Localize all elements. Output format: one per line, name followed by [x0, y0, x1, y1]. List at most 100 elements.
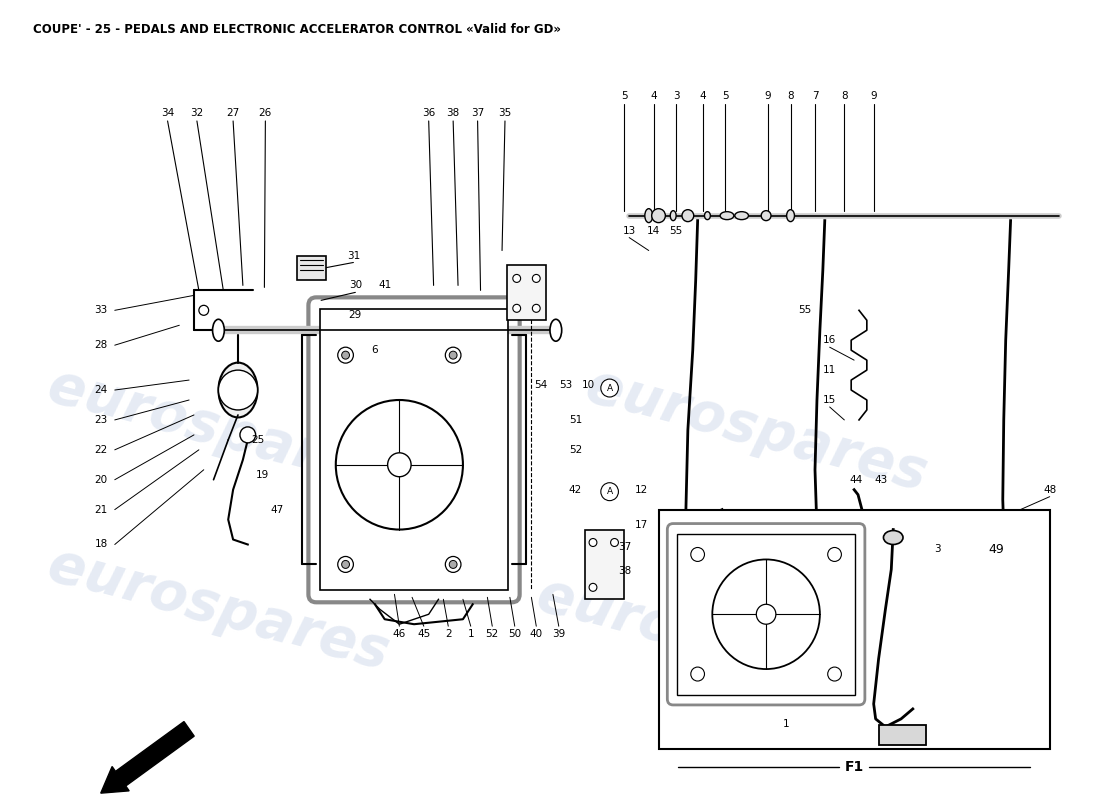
- Ellipse shape: [830, 605, 884, 630]
- Text: eurospares: eurospares: [42, 538, 395, 681]
- Bar: [585, 530, 625, 599]
- Text: 11: 11: [823, 365, 836, 375]
- Bar: [320, 310, 508, 590]
- Text: 22: 22: [95, 445, 108, 455]
- Text: 24: 24: [95, 385, 108, 395]
- Text: 6: 6: [372, 345, 378, 355]
- Ellipse shape: [786, 210, 794, 222]
- Text: 46: 46: [393, 629, 406, 639]
- Text: 52: 52: [569, 445, 582, 455]
- Circle shape: [827, 667, 842, 681]
- Text: 40: 40: [530, 629, 542, 639]
- Text: 28: 28: [95, 340, 108, 350]
- Text: 54: 54: [535, 380, 548, 390]
- Text: 37: 37: [471, 108, 484, 118]
- Text: 27: 27: [227, 108, 240, 118]
- Circle shape: [449, 561, 458, 569]
- Circle shape: [336, 400, 463, 530]
- Text: 10: 10: [582, 380, 595, 390]
- Text: eurospares: eurospares: [580, 358, 933, 502]
- Text: 35: 35: [498, 108, 512, 118]
- Ellipse shape: [219, 362, 257, 418]
- Text: 20: 20: [95, 474, 108, 485]
- Text: A: A: [606, 383, 613, 393]
- Text: 39: 39: [552, 629, 565, 639]
- Circle shape: [219, 370, 257, 410]
- Text: 49: 49: [988, 543, 1004, 556]
- Text: 33: 33: [95, 306, 108, 315]
- Text: 8: 8: [842, 91, 848, 101]
- Text: 21: 21: [95, 505, 108, 514]
- Text: 34: 34: [161, 108, 174, 118]
- Text: 2: 2: [444, 629, 452, 639]
- Circle shape: [338, 557, 353, 572]
- Text: 26: 26: [258, 108, 272, 118]
- Text: 32: 32: [190, 108, 204, 118]
- Circle shape: [449, 351, 458, 359]
- Text: 5: 5: [621, 91, 628, 101]
- Ellipse shape: [682, 210, 694, 222]
- Text: 42: 42: [569, 485, 582, 494]
- Circle shape: [691, 547, 704, 562]
- FancyArrow shape: [101, 722, 195, 793]
- Text: 45: 45: [417, 629, 430, 639]
- Bar: [297, 255, 326, 281]
- Text: A: A: [606, 487, 613, 496]
- Text: 41: 41: [378, 280, 392, 290]
- Circle shape: [446, 347, 461, 363]
- Text: eurospares: eurospares: [531, 568, 884, 710]
- Ellipse shape: [670, 210, 676, 221]
- Text: 38: 38: [447, 108, 460, 118]
- Circle shape: [601, 482, 618, 501]
- Circle shape: [199, 306, 209, 315]
- Ellipse shape: [212, 319, 224, 342]
- Text: 1: 1: [468, 629, 474, 639]
- Circle shape: [713, 559, 820, 669]
- Text: 50: 50: [508, 629, 521, 639]
- Text: 30: 30: [349, 280, 362, 290]
- Text: 1: 1: [782, 719, 789, 729]
- Text: 38: 38: [618, 566, 631, 577]
- Text: 8: 8: [788, 91, 794, 101]
- Circle shape: [590, 583, 597, 591]
- Text: 51: 51: [569, 415, 582, 425]
- Text: 55: 55: [799, 306, 812, 315]
- Text: 7: 7: [812, 91, 818, 101]
- Circle shape: [513, 304, 520, 312]
- Ellipse shape: [550, 319, 562, 342]
- Circle shape: [446, 557, 461, 572]
- Ellipse shape: [883, 530, 903, 545]
- Bar: [707, 619, 771, 654]
- Circle shape: [387, 453, 411, 477]
- Text: 44: 44: [849, 474, 862, 485]
- Bar: [659, 510, 1049, 749]
- Ellipse shape: [735, 212, 748, 220]
- Bar: [678, 534, 855, 695]
- Text: COUPE' - 25 - PEDALS AND ELECTRONIC ACCELERATOR CONTROL «Valid for GD»: COUPE' - 25 - PEDALS AND ELECTRONIC ACCE…: [33, 23, 561, 36]
- Text: 23: 23: [95, 415, 108, 425]
- Circle shape: [342, 351, 350, 359]
- Text: 16: 16: [823, 335, 836, 346]
- Text: 36: 36: [422, 108, 436, 118]
- Circle shape: [691, 667, 704, 681]
- Circle shape: [757, 604, 776, 624]
- Text: 4: 4: [700, 91, 706, 101]
- Text: 37: 37: [618, 542, 631, 553]
- Circle shape: [601, 379, 618, 397]
- Text: 48: 48: [1043, 485, 1056, 494]
- Circle shape: [827, 547, 842, 562]
- Text: 52: 52: [485, 629, 499, 639]
- Ellipse shape: [651, 209, 666, 222]
- Ellipse shape: [761, 210, 771, 221]
- Text: 19: 19: [256, 470, 270, 480]
- Text: 25: 25: [251, 435, 264, 445]
- Text: 18: 18: [95, 539, 108, 550]
- Ellipse shape: [720, 212, 734, 220]
- Text: 14: 14: [647, 226, 660, 235]
- Text: 43: 43: [874, 474, 888, 485]
- Circle shape: [532, 274, 540, 282]
- Bar: [991, 610, 1040, 639]
- Circle shape: [532, 304, 540, 312]
- Text: 53: 53: [559, 380, 572, 390]
- Text: 15: 15: [823, 395, 836, 405]
